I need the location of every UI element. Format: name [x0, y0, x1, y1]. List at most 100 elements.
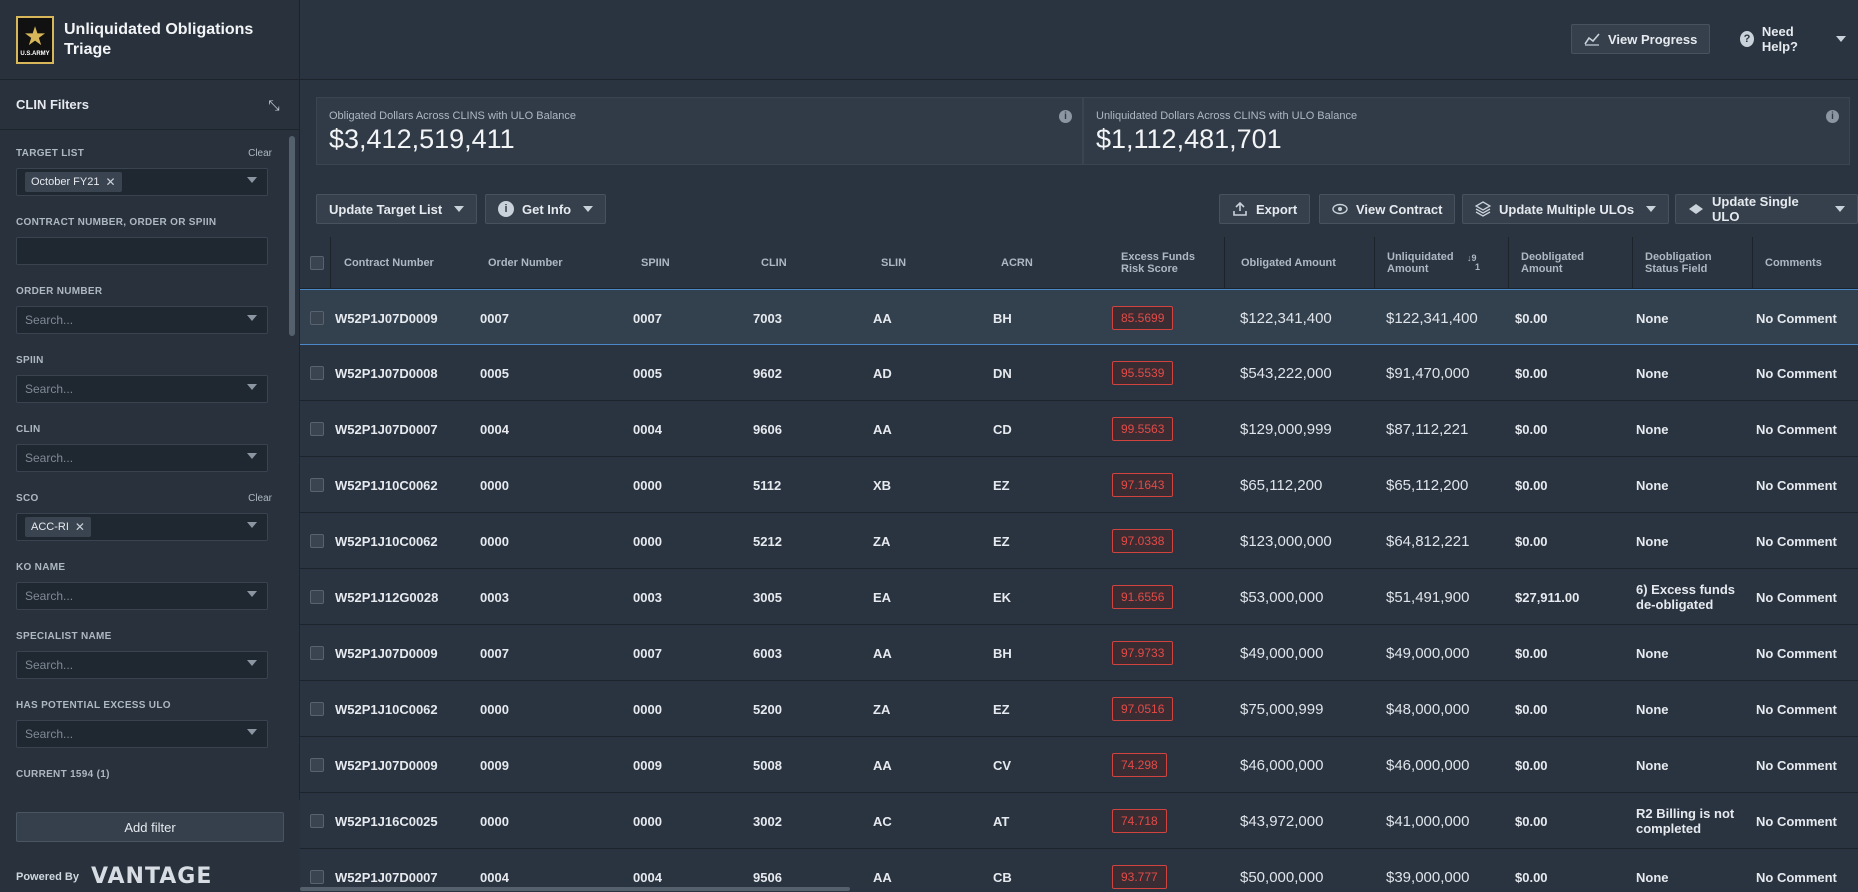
export-label: Export	[1256, 201, 1298, 217]
update-target-list-button[interactable]: Update Target List	[316, 194, 478, 224]
table-row[interactable]: W52P1J07D0009 0009 0009 5008 AA CV $46,000,000…	[300, 737, 1858, 793]
add-filter-button[interactable]: Add filter	[16, 812, 284, 842]
cell-unliquidated-amount: $39,000,000	[1386, 868, 1470, 886]
row-checkbox[interactable]	[310, 870, 324, 884]
col-clin[interactable]: CLIN	[761, 257, 787, 269]
risk-score-badge: 97.9733	[1112, 641, 1174, 665]
table-row[interactable]: W52P1J07D0007 0004 0004 9606 AA CD $129,000,99…	[300, 401, 1858, 457]
info-icon[interactable]: i	[1826, 110, 1839, 123]
cell-deobligation-status: None	[1636, 421, 1669, 437]
filter-clear-link[interactable]: Clear	[248, 493, 272, 504]
cell-spiin: 0000	[633, 533, 662, 549]
update-single-ulo-button[interactable]: Update Single ULO	[1675, 194, 1858, 224]
cell-acrn: AT	[993, 813, 1010, 829]
table-row[interactable]: W52P1J07D0009 0007 0007 7003 AA BH $122,341,40…	[300, 289, 1858, 345]
col-slin[interactable]: SLIN	[881, 257, 907, 269]
filter-select[interactable]: Search...	[16, 720, 268, 748]
cell-clin: 6003	[753, 645, 782, 661]
row-checkbox[interactable]	[310, 758, 324, 772]
table-row[interactable]: W52P1J10C0062 0000 0000 5112 XB EZ $65,112,200…	[300, 457, 1858, 513]
collapse-icon[interactable]: ⤡	[268, 96, 280, 113]
risk-score-badge: 99.5563	[1112, 417, 1174, 441]
cell-unliquidated-amount: $65,112,200	[1386, 476, 1469, 494]
remove-tag-icon[interactable]: ✕	[74, 520, 85, 534]
get-info-button[interactable]: i Get Info	[485, 194, 607, 224]
col-unliquidated-amount[interactable]: Unliquidated Amount ↓9 1	[1374, 237, 1494, 289]
update-multiple-label: Update Multiple ULOs	[1499, 201, 1635, 217]
filter-select[interactable]: ACC-RI ✕	[16, 513, 268, 541]
ulo-table: Contract Number Order Number SPIIN CLIN …	[300, 237, 1858, 892]
cell-unliquidated-amount: $91,470,000	[1386, 364, 1470, 382]
filter-tag: ACC-RI ✕	[25, 517, 91, 537]
cell-slin: AA	[873, 421, 892, 437]
row-checkbox[interactable]	[310, 311, 324, 325]
filter-clear-link[interactable]: Clear	[248, 148, 272, 159]
table-row[interactable]: W52P1J07D0009 0007 0007 6003 AA BH $49,000,000…	[300, 625, 1858, 681]
col-contract-number[interactable]: Contract Number	[330, 237, 475, 289]
row-checkbox[interactable]	[310, 814, 324, 828]
col-order-number[interactable]: Order Number	[488, 257, 563, 269]
row-checkbox[interactable]	[310, 702, 324, 716]
col-obligated-amount[interactable]: Obligated Amount	[1224, 237, 1364, 289]
cell-comments: No Comment	[1756, 701, 1837, 717]
sidebar-scrollbar[interactable]	[289, 136, 295, 336]
info-circle-icon: i	[498, 201, 514, 217]
obligated-stat: Obligated Dollars Across CLINS with ULO …	[316, 97, 1083, 165]
col-deobligated-amount[interactable]: Deobligated Amount	[1508, 237, 1628, 289]
table-row[interactable]: W52P1J10C0062 0000 0000 5200 ZA EZ $75,000,999…	[300, 681, 1858, 737]
row-checkbox[interactable]	[310, 366, 324, 380]
cell-comments: No Comment	[1756, 310, 1837, 326]
table-row[interactable]: W52P1J07D0008 0005 0005 9602 AD DN $543,222,00…	[300, 345, 1858, 401]
export-button[interactable]: Export	[1219, 194, 1311, 224]
filter-group: HAS POTENTIAL EXCESS ULO Search...	[16, 682, 286, 751]
update-multiple-ulos-button[interactable]: Update Multiple ULOs	[1462, 194, 1670, 224]
chevron-down-icon	[247, 522, 257, 528]
star-icon: ★	[23, 20, 47, 51]
filter-select[interactable]: Search...	[16, 651, 268, 679]
diamond-layer-icon	[1688, 201, 1704, 217]
row-select-cell	[310, 457, 324, 513]
remove-tag-icon[interactable]: ✕	[105, 175, 116, 189]
update-single-label: Update Single ULO	[1712, 194, 1799, 224]
cell-risk-score: 97.0516	[1112, 681, 1174, 737]
cell-deobligation-status: None	[1636, 533, 1669, 549]
cell-risk-score: 93.777	[1112, 849, 1167, 892]
filter-select[interactable]: Search...	[16, 306, 268, 334]
row-checkbox[interactable]	[310, 590, 324, 604]
col-comments[interactable]: Comments	[1752, 237, 1858, 289]
col-acrn[interactable]: ACRN	[1001, 257, 1033, 269]
col-risk-score[interactable]: Excess Funds Risk Score	[1121, 251, 1195, 275]
view-contract-label: View Contract	[1356, 201, 1443, 217]
row-checkbox[interactable]	[310, 534, 324, 548]
table-row[interactable]: W52P1J07D0007 0004 0004 9506 AA CB $50,000,000…	[300, 849, 1858, 892]
table-row[interactable]: W52P1J12G0028 0003 0003 3005 EA EK $53,000,000…	[300, 569, 1858, 625]
filter-select[interactable]	[16, 237, 268, 265]
filter-select[interactable]: Search...	[16, 444, 268, 472]
cell-deobligated-amount: $0.00	[1515, 645, 1548, 661]
export-icon	[1232, 201, 1248, 217]
filter-select[interactable]: Search...	[16, 582, 268, 610]
table-row[interactable]: W52P1J16C0025 0000 0000 3002 AC AT $43,972,000…	[300, 793, 1858, 849]
filter-select[interactable]: October FY21 ✕	[16, 168, 268, 196]
cell-comments: No Comment	[1756, 421, 1837, 437]
horizontal-scrollbar[interactable]	[300, 887, 850, 891]
need-help-button[interactable]: ? Need Help?	[1728, 24, 1858, 54]
filter-label: SPECIALIST NAME	[16, 631, 112, 642]
col-spiin[interactable]: SPIIN	[641, 257, 670, 269]
cell-deobligated-amount: $0.00	[1515, 310, 1548, 326]
help-icon: ?	[1740, 31, 1754, 47]
filter-select[interactable]: Search...	[16, 375, 268, 403]
select-all-checkbox[interactable]	[310, 256, 324, 270]
cell-clin: 5212	[753, 533, 782, 549]
view-progress-button[interactable]: View Progress	[1571, 24, 1711, 54]
table-row[interactable]: W52P1J10C0062 0000 0000 5212 ZA EZ $123,000,00…	[300, 513, 1858, 569]
row-checkbox[interactable]	[310, 478, 324, 492]
row-checkbox[interactable]	[310, 422, 324, 436]
sort-desc-icon[interactable]: ↓9 1	[1467, 253, 1481, 272]
row-checkbox[interactable]	[310, 646, 324, 660]
col-deobligation-status[interactable]: Deobligation Status Field	[1632, 237, 1742, 289]
view-contract-button[interactable]: View Contract	[1319, 194, 1456, 224]
info-icon[interactable]: i	[1059, 110, 1072, 123]
cell-obligated-amount: $123,000,000	[1240, 532, 1332, 550]
cell-obligated-amount: $122,341,400	[1240, 309, 1332, 327]
